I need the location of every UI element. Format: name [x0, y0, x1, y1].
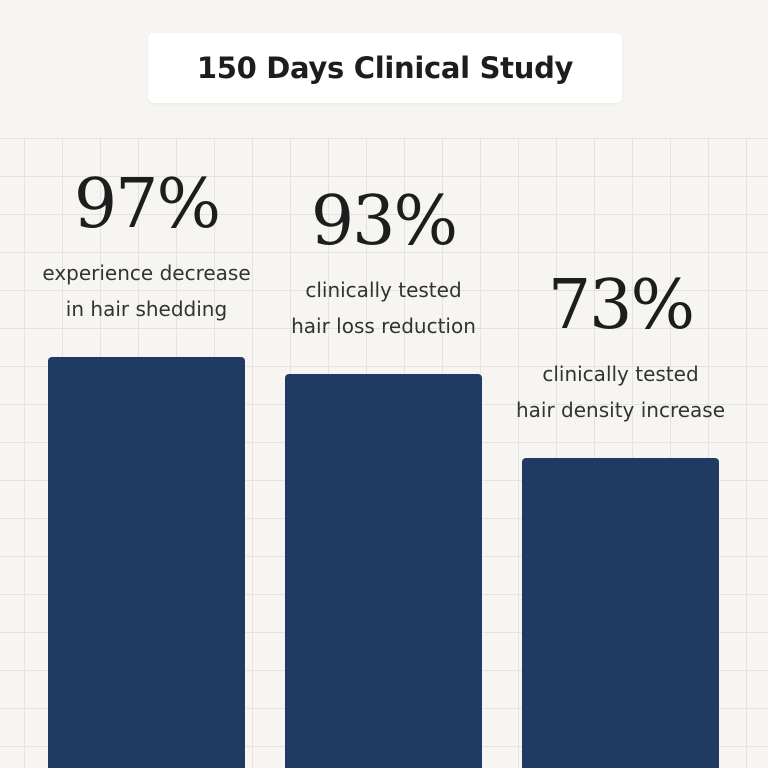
caption-line2-1: in hair shedding	[65, 296, 228, 321]
bar-1	[48, 356, 245, 768]
caption-line2-2: hair loss reduction	[291, 313, 476, 338]
caption-line1-1: experience decrease	[42, 260, 251, 285]
caption-line2-3: hair density increase	[515, 398, 726, 423]
value-label-1: 97%	[73, 164, 221, 244]
title-card: 150 Days Clinical Study	[148, 33, 622, 103]
bar-3	[522, 458, 719, 768]
value-label-2: 93%	[310, 181, 458, 261]
chart-title: 150 Days Clinical Study	[196, 51, 574, 85]
caption-line1-2: clinically tested	[305, 277, 462, 302]
caption-line1-3: clinically tested	[542, 362, 699, 387]
value-label-3: 73%	[547, 266, 695, 346]
bar-2	[285, 373, 482, 768]
